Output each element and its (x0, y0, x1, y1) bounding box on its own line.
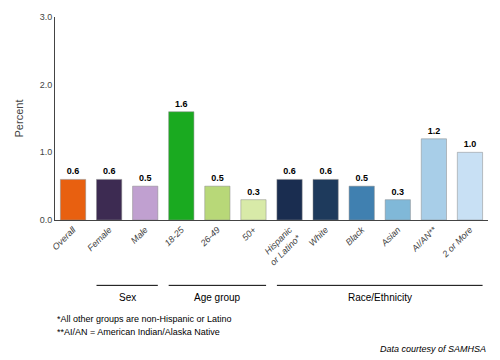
svg-text:0.6: 0.6 (103, 166, 116, 176)
svg-text:3.0: 3.0 (40, 12, 53, 22)
svg-text:1.2: 1.2 (428, 126, 441, 136)
svg-text:Percent: Percent (13, 100, 25, 138)
svg-text:0.3: 0.3 (392, 187, 405, 197)
svg-text:AI/AN**: AI/AN** (409, 224, 439, 254)
svg-text:*All other groups are non-Hisp: *All other groups are non-Hispanic or La… (57, 314, 232, 324)
svg-text:0.6: 0.6 (67, 166, 80, 176)
svg-text:50+: 50+ (240, 225, 258, 243)
svg-text:0.6: 0.6 (283, 166, 296, 176)
svg-text:Male: Male (129, 225, 150, 246)
svg-text:Data courtesy of SAMHSA: Data courtesy of SAMHSA (380, 344, 486, 354)
svg-text:2 or More: 2 or More (440, 225, 475, 260)
svg-text:0.3: 0.3 (247, 187, 260, 197)
svg-text:1.6: 1.6 (175, 99, 188, 109)
svg-text:Black: Black (344, 224, 367, 247)
svg-text:0.6: 0.6 (319, 166, 332, 176)
svg-text:Asian: Asian (379, 225, 403, 249)
svg-text:Hispanicor Latino*: Hispanicor Latino* (260, 224, 303, 267)
svg-text:White: White (307, 225, 330, 248)
svg-text:0.0: 0.0 (40, 215, 53, 225)
svg-text:0.5: 0.5 (211, 173, 224, 183)
svg-text:2.0: 2.0 (40, 80, 53, 90)
svg-text:1.0: 1.0 (40, 147, 53, 157)
svg-text:Female: Female (85, 225, 113, 253)
svg-text:Race/Ethnicity: Race/Ethnicity (348, 292, 412, 303)
svg-text:1.0: 1.0 (464, 139, 477, 149)
svg-text:Overall: Overall (50, 224, 78, 252)
svg-text:**AI/AN = American Indian/Alas: **AI/AN = American Indian/Alaska Native (57, 327, 220, 337)
svg-text:26-49: 26-49 (198, 225, 222, 249)
svg-text:Sex: Sex (119, 292, 136, 303)
svg-text:0.5: 0.5 (139, 173, 152, 183)
svg-text:0.5: 0.5 (355, 173, 368, 183)
svg-text:Age group: Age group (194, 292, 241, 303)
svg-text:18-25: 18-25 (163, 224, 187, 248)
